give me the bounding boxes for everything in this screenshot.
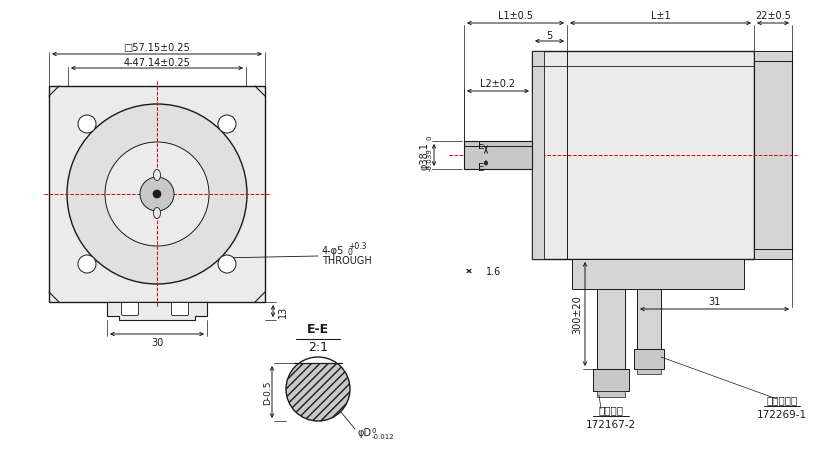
Text: E: E	[478, 141, 484, 151]
Circle shape	[78, 256, 96, 274]
Text: 0: 0	[372, 427, 376, 433]
Text: 0: 0	[348, 248, 353, 257]
FancyBboxPatch shape	[121, 303, 139, 316]
Bar	[49, 87, 265, 302]
Text: THROUGH: THROUGH	[322, 256, 371, 265]
Text: 13: 13	[278, 305, 288, 318]
Circle shape	[67, 105, 247, 285]
Text: 172167-2: 172167-2	[586, 419, 636, 429]
Text: □57.15±0.25: □57.15±0.25	[124, 43, 190, 53]
Text: +0.3: +0.3	[348, 242, 366, 251]
Text: 30: 30	[151, 337, 163, 347]
Circle shape	[286, 357, 350, 421]
Circle shape	[218, 256, 236, 274]
Text: E-E: E-E	[307, 323, 329, 336]
Circle shape	[78, 116, 96, 134]
Bar	[754, 249, 792, 259]
Circle shape	[218, 116, 236, 134]
Text: -0.012: -0.012	[372, 433, 395, 439]
Circle shape	[105, 143, 209, 246]
Text: L1±0.5: L1±0.5	[498, 11, 533, 21]
Text: L2±0.2: L2±0.2	[480, 79, 515, 89]
Ellipse shape	[154, 208, 160, 219]
Bar	[532, 52, 754, 259]
Text: 0: 0	[427, 135, 433, 140]
Bar	[597, 391, 625, 397]
Text: 5: 5	[546, 31, 553, 41]
Text: D-0.5: D-0.5	[263, 380, 273, 404]
Text: 300±20: 300±20	[572, 295, 582, 334]
Bar	[754, 60, 792, 252]
Text: -0.039: -0.039	[427, 148, 433, 171]
Text: φD: φD	[357, 427, 371, 437]
Text: E: E	[478, 162, 484, 173]
Text: 编码器端子: 编码器端子	[766, 394, 798, 404]
Bar	[572, 259, 744, 289]
Ellipse shape	[154, 170, 160, 181]
Bar	[284, 355, 352, 363]
Bar	[637, 289, 661, 349]
Text: 172269-1: 172269-1	[757, 409, 807, 419]
Bar	[464, 142, 532, 170]
Circle shape	[153, 190, 161, 199]
Text: 22±0.5: 22±0.5	[755, 11, 791, 21]
Text: 4-φ5: 4-φ5	[322, 246, 344, 256]
Bar	[597, 289, 625, 369]
Bar	[754, 52, 792, 62]
Polygon shape	[107, 302, 207, 320]
Bar	[532, 52, 544, 259]
Text: 31: 31	[708, 297, 720, 306]
Circle shape	[140, 178, 174, 212]
Text: 1.6: 1.6	[486, 266, 501, 276]
Text: φ38.1: φ38.1	[419, 142, 429, 169]
Bar	[634, 349, 664, 369]
Bar	[593, 369, 629, 391]
Text: 电机端子: 电机端子	[598, 404, 623, 414]
Text: 4-47.14±0.25: 4-47.14±0.25	[124, 58, 190, 68]
Text: 2:1: 2:1	[308, 341, 328, 354]
Bar	[637, 369, 661, 374]
Text: L±1: L±1	[651, 11, 671, 21]
FancyBboxPatch shape	[171, 303, 189, 316]
